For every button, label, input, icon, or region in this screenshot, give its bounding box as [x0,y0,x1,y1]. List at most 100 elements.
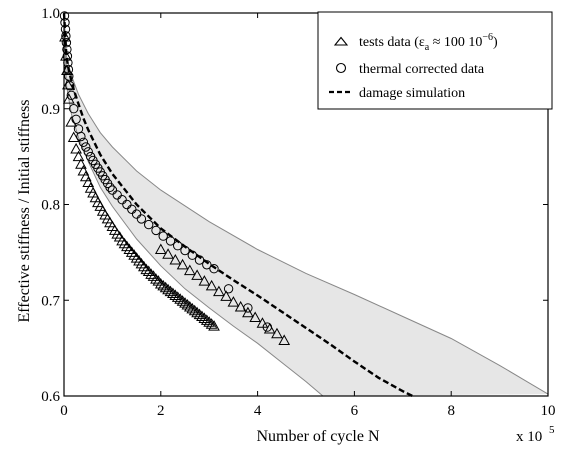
tests-data-point [171,291,184,302]
tests-data-point [121,240,133,252]
tests-data-point [162,283,174,295]
tests-data-point [62,93,75,104]
tests-data-point [125,246,138,257]
tests-data-point [150,273,162,284]
thermal-data-point [131,209,142,219]
thermal-data-point [136,214,147,224]
thermal-data-point [78,137,89,148]
band-lower-edge [63,12,324,397]
x-tick-label: 8 [447,403,455,419]
legend-thermal-text: thermal corrected data [359,62,485,77]
thermal-data-point [62,44,72,55]
thermal-data-point [173,241,183,251]
thermal-data-point [187,250,198,260]
tests-data-point [249,311,262,322]
y-tick-label: 1.0 [41,6,60,22]
tests-data-point [198,275,211,286]
thermal-data-point [69,104,79,114]
tests-data-point [188,304,201,316]
tests-data-point [138,260,150,272]
x-tick-label: 4 [254,403,262,419]
tests-data-point [220,290,232,301]
thermal-data-point [60,24,71,34]
tests-data-point [147,270,160,281]
legend-entry-damage: damage simulation [329,86,465,101]
thermal-data-point [71,114,81,125]
thermal-data-point [262,322,272,332]
legend-entry-thermal: thermal corrected data [335,62,485,77]
x-multiplier-exponent: 5 [549,424,555,436]
tests-data-point [179,297,191,308]
y-axis-label: Effective stiffness / Initial stiffness [16,99,33,322]
tests-data-point [118,237,131,249]
tests-data-point [169,254,182,265]
tests-data-point [145,268,157,279]
thermal-data-point [180,245,190,256]
thermal-data-point [209,264,219,274]
thermal-data-point [223,284,234,294]
tick-layer: 0 2 4 6 8 10 0.6 0.7 0.8 0.9 1.0 [41,6,555,419]
tests-data-point [169,289,182,300]
tests-data-point [200,314,213,325]
thermal-data-point [107,185,118,195]
legend-tests-text: tests data (εa ≈ 100 10−6) [359,32,498,53]
tests-data-point [227,296,240,307]
thermal-data-point [127,204,137,215]
x-tick-label: 0 [60,403,68,419]
tests-data-point [79,170,92,182]
tests-data-point [271,327,283,339]
tests-data-point [77,164,90,176]
tests-data-point [128,249,141,260]
tests-data-point [213,285,225,297]
tests-data-point [191,306,203,318]
legend-triangle-marker [333,36,349,46]
tests-data-point [164,285,177,297]
tests-data-point [72,150,85,162]
tests-data-point [186,302,199,314]
tests-data-point [174,293,187,304]
tests-data-point [70,142,82,154]
tests-data-point [111,228,124,239]
thermal-data-point [194,255,205,265]
tests-data-point [234,300,247,312]
legend-entry-tests: tests data (εa ≈ 100 10−6) [333,32,498,53]
tests-data-point [183,300,196,312]
tests-data-point [167,287,179,299]
legend-circle-marker [335,62,347,74]
thermal-data-point [62,51,73,61]
tests-data-point [159,281,172,293]
tests-data-point [193,308,206,320]
y-tick-label: 0.8 [41,198,60,214]
x-multiplier: x 10 5 [516,424,555,445]
tests-data-point [203,316,216,327]
tests-data-point [183,264,196,276]
tests-data-point [205,279,218,291]
thermal-data-point [158,231,168,241]
tests-data-point [75,158,87,169]
tests-data-point [140,263,153,275]
tests-data-point [256,317,269,328]
tests-data-point [162,248,174,259]
tests-data-point [196,310,208,322]
thermal-data-point [243,303,253,313]
thermal-data-point [65,81,75,91]
tests-data-point [59,30,71,42]
thermal-data-point [60,17,70,28]
tests-data-point [67,131,80,142]
tests-data-point [208,320,220,331]
tests-data-point [205,318,218,329]
x-tick-label: 2 [157,403,165,419]
tests-data-point [176,258,189,270]
tests-data-point [152,275,165,286]
x-multiplier-label: x 10 [516,429,542,445]
legend-box [317,11,553,110]
thermal-data-point [165,236,176,246]
thermal-data-point [105,182,115,193]
legend: tests data (εa ≈ 100 10−6) thermal corre… [317,11,553,110]
band-fill [64,13,548,396]
thermal-data-point [122,199,132,210]
thermal-data-point [112,190,122,200]
thermal-data-point [64,71,74,81]
thermal-data-point [66,90,77,101]
